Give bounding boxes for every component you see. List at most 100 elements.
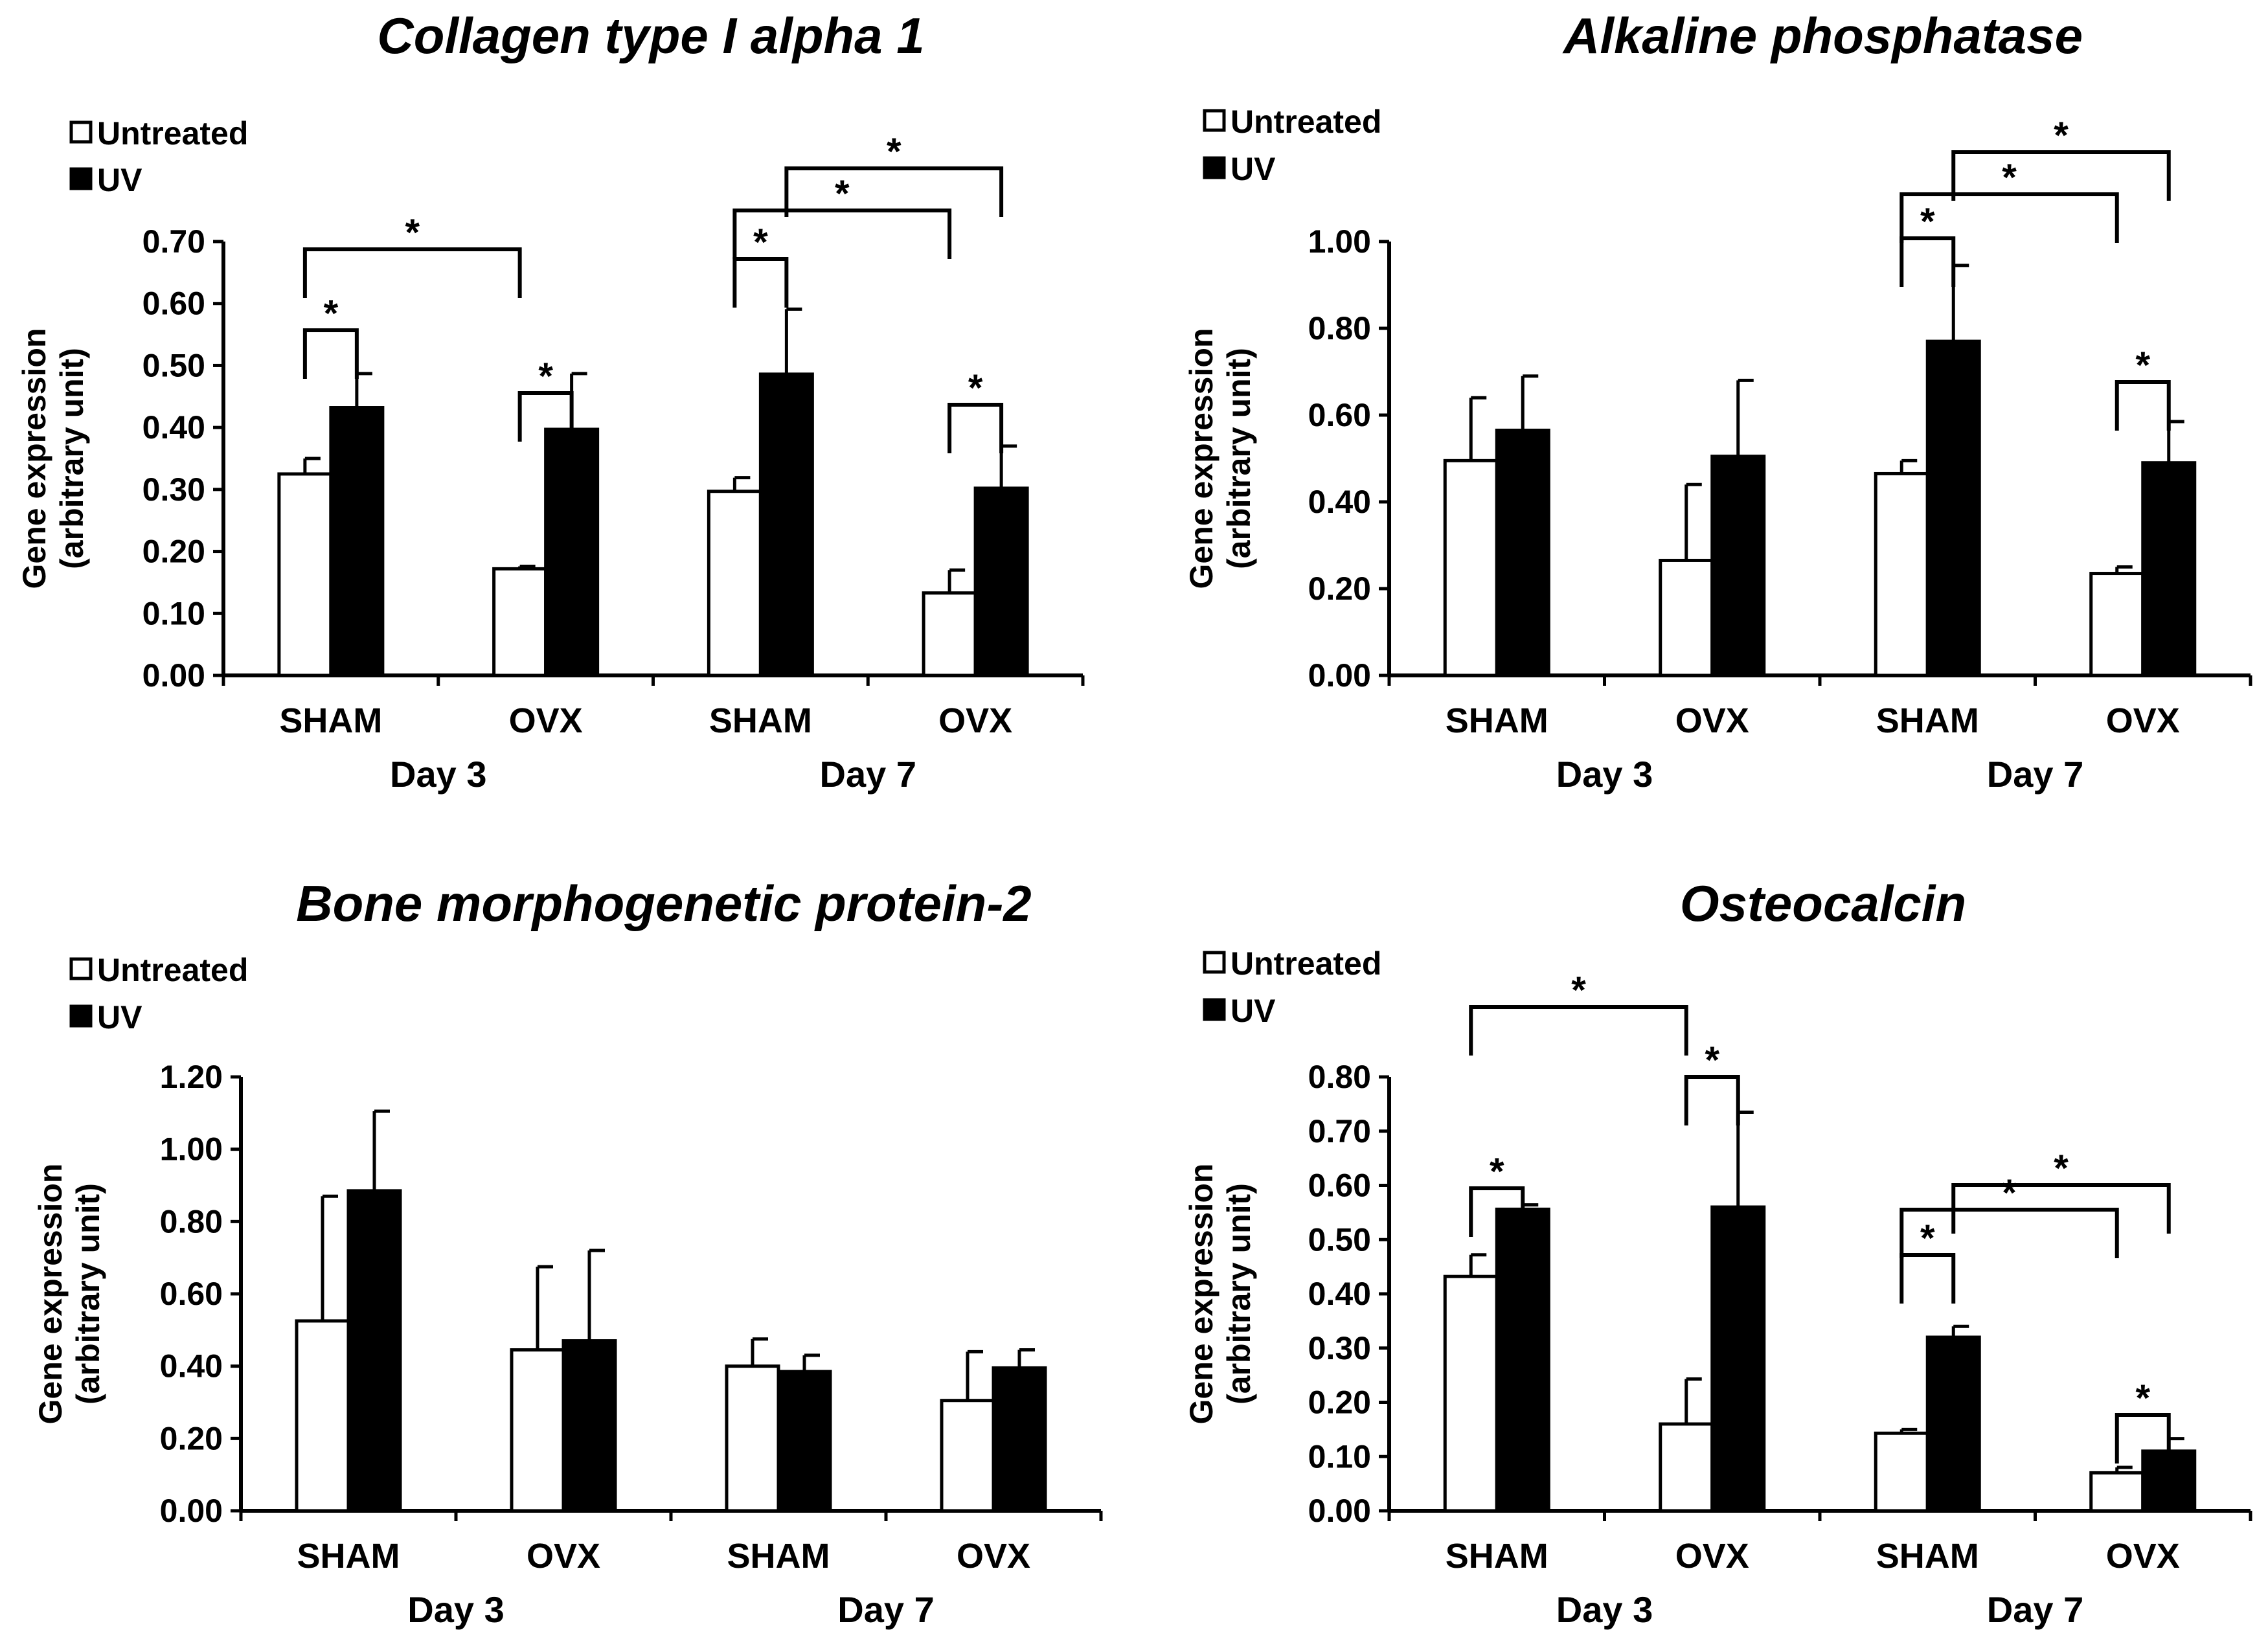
significance-star: *	[538, 356, 553, 398]
bar-untreated	[510, 1348, 565, 1513]
significance-bracket	[517, 391, 574, 442]
y-tick-label: 0.50	[142, 347, 205, 383]
significance-bracket	[1469, 1005, 1688, 1056]
bar-untreated	[2089, 572, 2145, 677]
bar-uv	[1495, 428, 1550, 677]
bar-untreated	[940, 1399, 995, 1513]
group-label: Day 3	[390, 754, 486, 795]
significance-star: *	[324, 293, 339, 335]
bar-uv	[561, 1339, 617, 1513]
chart-title: Osteocalcin	[1680, 875, 1966, 932]
legend-label-untreated: Untreated	[97, 952, 248, 988]
bar-uv	[329, 406, 385, 677]
legend-label-untreated: Untreated	[97, 115, 248, 152]
y-tick-label: 0.20	[1308, 571, 1371, 607]
bar-uv	[1710, 1205, 1766, 1513]
legend-swatch-uv	[69, 167, 93, 190]
significance-star: *	[968, 367, 983, 409]
y-tick-label: 0.60	[1308, 397, 1371, 433]
significance-star: *	[405, 212, 420, 254]
bar-untreated	[492, 567, 548, 677]
significance-bracket	[2115, 380, 2171, 431]
y-axis-label: Gene expression	[32, 1164, 69, 1425]
legend-label-uv: UV	[1230, 993, 1276, 1029]
legend-swatch-untreated	[1203, 109, 1226, 132]
group-label: Day 7	[1987, 1589, 2083, 1630]
y-axis-label: Gene expression	[1183, 328, 1219, 589]
bar-untreated	[1659, 558, 1714, 677]
y-tick-label: 0.30	[142, 471, 205, 508]
group-label: Day 7	[1987, 754, 2083, 795]
significance-star: *	[2002, 1172, 2017, 1214]
bar-uv	[1925, 1335, 1981, 1513]
y-tick-label: 0.20	[1308, 1384, 1371, 1421]
significance-bracket	[1899, 236, 1956, 287]
group-label: Day 3	[1556, 1589, 1653, 1630]
significance-bracket	[784, 166, 1004, 217]
y-tick-label: 0.80	[1308, 310, 1371, 346]
category-label: SHAM	[1446, 1537, 1548, 1576]
category-label: SHAM	[297, 1537, 400, 1576]
group-label: Day 3	[407, 1589, 504, 1630]
bar-untreated	[922, 591, 977, 677]
y-tick-label: 0.00	[1308, 657, 1371, 694]
y-tick-label: 0.40	[142, 409, 205, 446]
significance-star: *	[2054, 115, 2069, 157]
chart-title: Alkaline phosphatase	[1562, 7, 2083, 64]
legend-swatch-untreated	[69, 120, 93, 144]
bar-untreated	[277, 472, 333, 677]
significance-bracket	[1899, 1253, 1956, 1304]
category-label: OVX	[2106, 701, 2180, 740]
legend-label-untreated: Untreated	[1230, 104, 1381, 140]
bar-uv	[777, 1370, 832, 1513]
legend-label-uv: UV	[97, 162, 142, 198]
significance-bracket	[302, 247, 522, 298]
y-axis-label-unit: (arbitrary unit)	[70, 1183, 106, 1405]
alkaline-phosphatase-panel: Alkaline phosphatase Untreated UV Gene expr…	[1183, 7, 2252, 795]
legend-swatch-uv	[1203, 156, 1226, 179]
legend-swatch-uv	[69, 1004, 93, 1028]
bar-uv	[992, 1366, 1047, 1513]
significance-star: *	[1920, 201, 1935, 243]
bar-untreated	[1443, 1274, 1499, 1513]
y-tick-label: 0.70	[142, 223, 205, 260]
y-axis-label: Gene expression	[16, 328, 52, 589]
significance-star: *	[2135, 345, 2150, 387]
y-tick-label: 0.70	[1308, 1113, 1371, 1149]
bar-uv	[758, 372, 814, 677]
y-tick-label: 0.80	[1308, 1059, 1371, 1095]
y-tick-label: 0.50	[1308, 1221, 1371, 1258]
bar-uv	[1710, 455, 1766, 677]
significance-star: *	[1920, 1217, 1935, 1260]
bar-uv	[346, 1189, 402, 1513]
bar-uv	[1495, 1207, 1550, 1513]
category-label: OVX	[938, 701, 1012, 740]
significance-star: *	[753, 221, 768, 264]
bar-untreated	[295, 1319, 350, 1513]
legend-label-untreated: Untreated	[1230, 945, 1381, 982]
bar-untreated	[1443, 458, 1499, 677]
significance-star: *	[2002, 157, 2017, 199]
category-label: OVX	[509, 701, 583, 740]
legend-label-uv: UV	[1230, 151, 1276, 187]
y-tick-label: 0.60	[142, 286, 205, 322]
significance-bracket	[1899, 1208, 2119, 1258]
y-tick-label: 0.20	[160, 1420, 223, 1456]
bar-untreated	[2089, 1471, 2145, 1513]
y-tick-label: 0.10	[1308, 1438, 1371, 1475]
bar-untreated	[1874, 1431, 1929, 1513]
significance-bracket	[1899, 192, 2119, 243]
category-label: OVX	[1675, 1537, 1749, 1576]
significance-bracket	[947, 403, 1004, 453]
significance-star: *	[1705, 1039, 1719, 1081]
significance-bracket	[302, 328, 359, 379]
y-tick-label: 0.00	[1308, 1493, 1371, 1529]
y-tick-label: 0.40	[1308, 484, 1371, 520]
y-tick-label: 0.30	[1308, 1330, 1371, 1366]
category-label: OVX	[1675, 701, 1749, 740]
significance-star: *	[1490, 1151, 1504, 1193]
significance-star: *	[2135, 1377, 2150, 1419]
category-label: SHAM	[1446, 701, 1548, 740]
category-label: SHAM	[1876, 701, 1979, 740]
y-tick-label: 1.00	[1308, 223, 1371, 260]
